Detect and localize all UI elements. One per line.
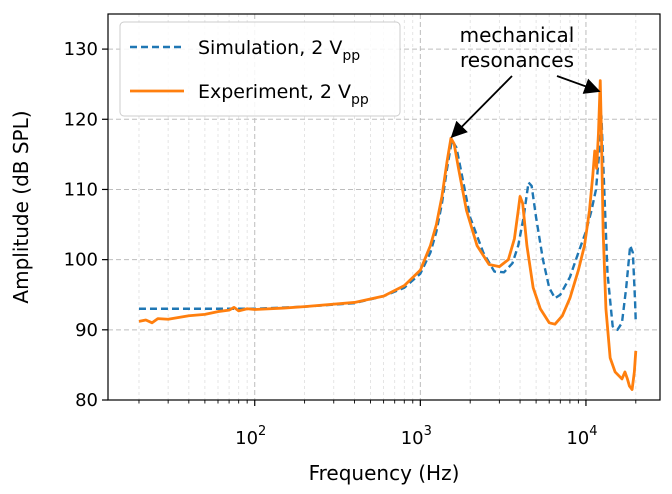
annotation-arrow <box>556 75 601 94</box>
y-tick-label: 80 <box>75 390 98 411</box>
x-tick-label: 103 <box>401 424 432 449</box>
y-tick-label: 130 <box>64 39 98 60</box>
x-axis-label: Frequency (Hz) <box>309 461 460 485</box>
series-line-experiment <box>138 79 638 391</box>
annotation-text-line2: resonances <box>460 48 574 72</box>
ticks: 102 103 104 80 90 100 110 120 130 <box>64 39 637 449</box>
annotation-text-line1: mechanical <box>460 23 575 47</box>
grid <box>108 14 660 401</box>
series-layer <box>138 79 638 391</box>
legend-label: Experiment, 2 Vpp <box>198 81 369 108</box>
y-tick-label: 120 <box>64 109 98 130</box>
x-tick-label: 104 <box>566 424 597 449</box>
y-tick-label: 110 <box>64 179 98 200</box>
y-tick-label: 90 <box>75 320 98 341</box>
y-tick-label: 100 <box>64 250 98 271</box>
legend-box <box>119 21 401 117</box>
legend-label: Simulation, 2 Vpp <box>198 37 360 64</box>
x-tick-label: 102 <box>235 424 266 449</box>
series-line-simulation <box>138 114 637 332</box>
legend: Simulation, 2 Vpp Experiment, 2 Vpp <box>119 21 401 117</box>
annotation-arrow <box>450 75 513 138</box>
y-axis-label: Amplitude (dB SPL) <box>9 110 33 303</box>
